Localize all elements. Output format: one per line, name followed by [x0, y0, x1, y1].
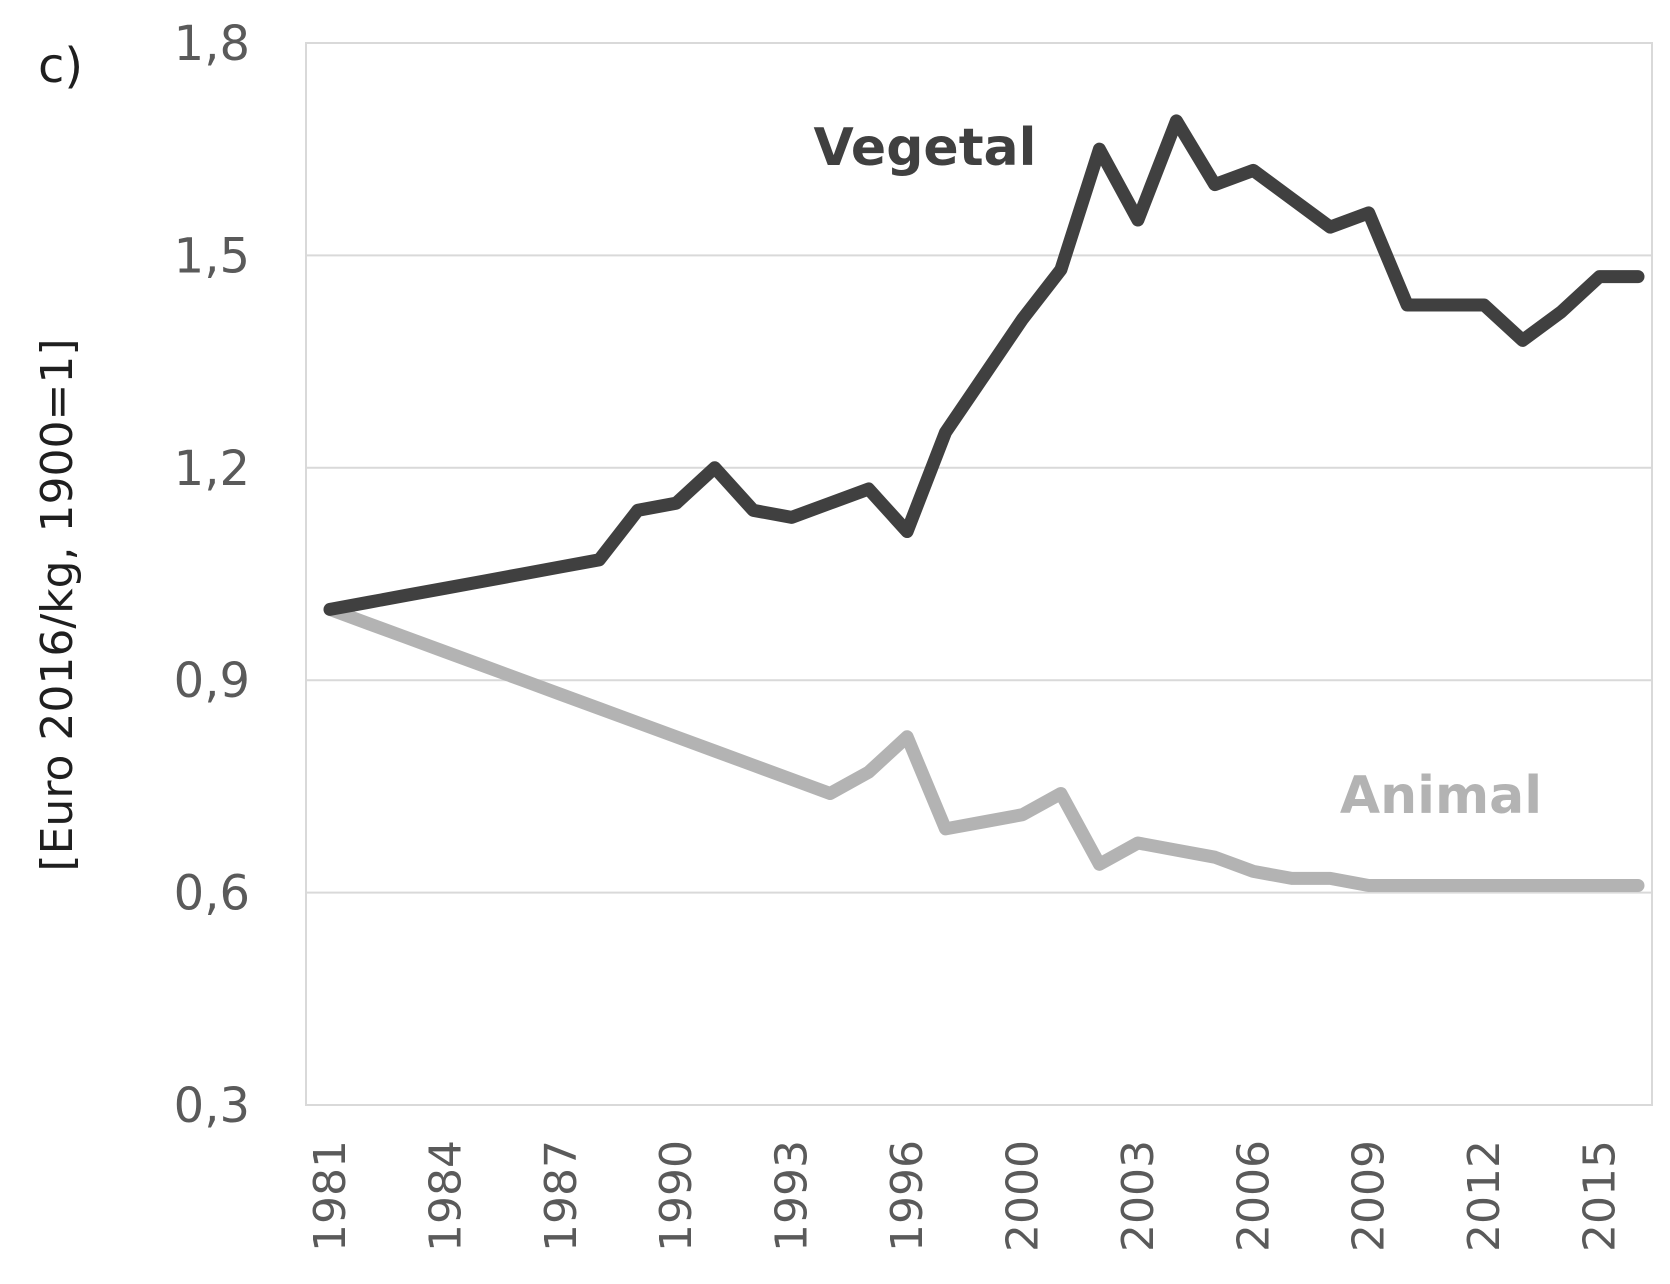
x-tick-label: 2006	[1228, 1140, 1279, 1252]
x-tick-label: 2003	[1113, 1140, 1164, 1252]
series-labels: Vegetal Animal	[814, 118, 1543, 826]
y-tick-label: 1,5	[174, 228, 250, 284]
plot-frame	[305, 42, 1653, 1106]
series-label-vegetal: Vegetal	[814, 118, 1037, 178]
x-tick-label: 1993	[767, 1140, 818, 1252]
x-tick-label: 1981	[305, 1140, 356, 1252]
x-tick-label: 2012	[1459, 1140, 1510, 1252]
y-tick-label: 1,2	[174, 441, 250, 497]
x-tick-label: 2015	[1575, 1140, 1626, 1252]
series-line-animal	[323, 602, 1645, 892]
y-axis-label: [Euro 2016/kg, 1900=1]	[32, 338, 83, 871]
series-label-animal: Animal	[1340, 766, 1542, 826]
x-tick-label: 1996	[882, 1140, 933, 1252]
series-line-vegetal	[323, 114, 1645, 616]
y-tick-label: 0,3	[174, 1078, 250, 1134]
y-tick-label: 0,9	[174, 653, 250, 709]
x-tick-label: 1984	[420, 1140, 471, 1252]
x-tick-labels: 1981 1984 1987 1990 1993 1996 2000 2003 2006 2009…	[305, 1140, 1626, 1252]
x-tick-label: 2009	[1344, 1140, 1395, 1252]
y-tick-label: 0,6	[174, 866, 250, 922]
x-tick-label: 2000	[997, 1140, 1048, 1252]
y-tick-label: 1,8	[174, 16, 250, 72]
panel-label: c)	[38, 38, 83, 94]
plot-border	[305, 42, 1653, 1106]
x-tick-label: 1987	[536, 1140, 587, 1252]
y-tick-labels: 0,3 0,6 0,9 1,2 1,5 1,8	[174, 16, 250, 1134]
x-tick-label: 1990	[651, 1140, 702, 1252]
series-lines	[323, 114, 1645, 892]
